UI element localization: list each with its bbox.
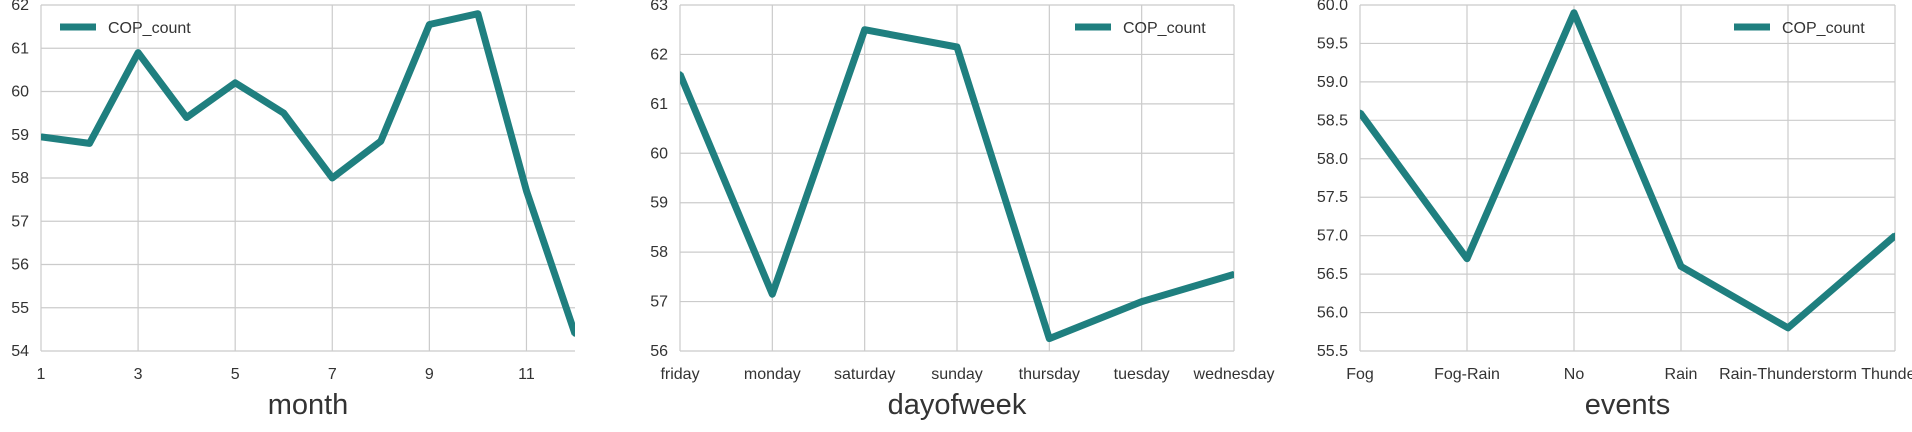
data-point	[280, 110, 287, 117]
y-tick-label: 60	[650, 145, 668, 162]
x-tick-label: 1	[37, 366, 46, 383]
x-axis-label: month	[268, 389, 349, 421]
data-point	[377, 138, 384, 145]
x-tick-label: 5	[231, 366, 240, 383]
x-tick-label: 7	[328, 366, 337, 383]
data-point	[474, 10, 481, 17]
x-tick-label: thursday	[1019, 366, 1080, 383]
data-point	[954, 44, 960, 51]
y-tick-label: 58.0	[1317, 151, 1348, 168]
y-tick-label: 57.0	[1317, 228, 1348, 245]
x-tick-label: monday	[744, 366, 801, 383]
legend: COP_count	[60, 20, 191, 37]
x-tick-label: Rain	[1665, 366, 1698, 383]
x-tick-label: friday	[660, 366, 699, 383]
data-point	[1678, 263, 1684, 270]
legend-label: COP_count	[108, 20, 191, 37]
data-point	[135, 49, 142, 56]
data-point	[1785, 324, 1791, 331]
y-tick-label: 63	[650, 0, 668, 14]
series-line-COP_count	[1360, 9, 1895, 332]
y-tick-label: 60.0	[1317, 0, 1348, 14]
data-point	[523, 187, 530, 194]
y-tick-label: 55	[11, 300, 29, 317]
y-tick-label: 58	[650, 244, 668, 261]
chart-panel-dayofweek: 56 57 58 59 60 61 62 63 friday monday saturday sund…	[650, 0, 1274, 421]
legend: COP_count	[1075, 20, 1206, 37]
data-point	[1231, 271, 1234, 278]
data-point	[86, 140, 93, 147]
y-tick-label: 59	[650, 195, 668, 212]
y-tick-label: 59	[11, 127, 29, 144]
y-tick-label: 61	[11, 40, 29, 57]
y-tick-label: 55.5	[1317, 343, 1348, 360]
data-point	[1892, 232, 1895, 239]
data-point	[329, 175, 336, 181]
legend-label: COP_count	[1782, 20, 1865, 37]
x-tick-label: Fog	[1346, 366, 1374, 383]
x-axis-label: events	[1585, 389, 1670, 421]
data-point	[1360, 109, 1363, 116]
x-tick-label: tuesday	[1114, 366, 1170, 383]
chart-panel-events: 55.5 56.0 56.5 57.0 57.5 58.0 58.5 59.0 59.5 60.0…	[1317, 0, 1912, 421]
data-point	[1464, 255, 1470, 262]
data-point	[41, 133, 44, 140]
y-tick-label: 57	[11, 213, 29, 230]
y-tick-label: 58.5	[1317, 112, 1348, 129]
y-tick-label: 59.5	[1317, 35, 1348, 52]
x-tick-label: sunday	[931, 366, 983, 383]
y-tick-label: 62	[11, 0, 29, 14]
data-point	[572, 330, 575, 337]
y-tick-label: 57	[650, 294, 668, 311]
legend-label: COP_count	[1123, 20, 1206, 37]
data-point	[1571, 9, 1577, 16]
x-tick-label: Thunders	[1861, 366, 1912, 383]
y-tick-label: 57.5	[1317, 189, 1348, 206]
x-tick-label: wednesday	[1193, 366, 1275, 383]
x-tick-label: Rain-Thunderstorm	[1719, 366, 1857, 383]
x-axis-label: dayofweek	[888, 389, 1027, 421]
y-tick-label: 59.0	[1317, 74, 1348, 91]
x-tick-label: 11	[518, 366, 535, 383]
data-point	[861, 26, 868, 33]
x-tick-label: 3	[134, 366, 143, 383]
plot-area	[1360, 5, 1895, 351]
data-point	[769, 291, 776, 298]
data-point	[1138, 298, 1145, 305]
y-tick-label: 56.0	[1317, 305, 1348, 322]
y-tick-label: 56.5	[1317, 266, 1348, 283]
x-tick-label: Fog-Rain	[1434, 366, 1500, 383]
data-point	[680, 71, 683, 78]
data-point	[1046, 335, 1053, 342]
data-point	[426, 21, 433, 28]
x-tick-label: No	[1564, 366, 1585, 383]
y-tick-label: 54	[11, 343, 29, 360]
series-line-COP_count	[41, 10, 575, 335]
x-tick-label: 9	[425, 366, 434, 383]
legend: COP_count	[1734, 20, 1865, 37]
data-point	[232, 79, 239, 86]
y-tick-label: 58	[11, 170, 29, 187]
y-tick-label: 62	[650, 46, 668, 63]
y-tick-label: 56	[11, 257, 29, 274]
y-tick-label: 60	[11, 84, 29, 101]
y-tick-label: 61	[650, 96, 668, 113]
x-tick-label: saturday	[834, 366, 895, 383]
y-tick-label: 56	[650, 343, 668, 360]
data-point	[183, 114, 190, 121]
